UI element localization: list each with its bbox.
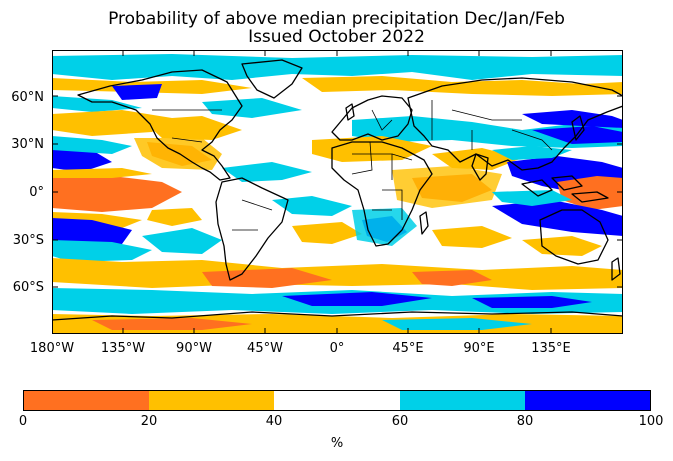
country-borders	[152, 100, 553, 231]
lat-label-60n: 60°N	[11, 90, 44, 105]
lat-label-30n: 30°N	[11, 137, 44, 152]
colorbar-segment-0-20	[23, 390, 149, 411]
colorbar-segment-80-100	[525, 390, 651, 411]
lat-label-60s: 60°S	[12, 280, 44, 295]
colorbar-tick-80: 80	[516, 414, 534, 429]
lat-label-30s: 30°S	[12, 233, 44, 248]
colorbar-unit-label: %	[330, 436, 344, 451]
colorbar-tick-20: 20	[140, 414, 158, 429]
colorbar-tick-0: 0	[18, 414, 28, 429]
lat-label-equator: 0°	[29, 185, 44, 200]
colorbar-tick-60: 60	[391, 414, 409, 429]
lon-label-90e: 90°E	[463, 341, 495, 356]
lon-label-45w: 45°W	[247, 341, 283, 356]
colorbar-tick-100: 100	[638, 414, 664, 429]
lon-label-135w: 135°W	[100, 341, 146, 356]
colorbar-segment-60-80	[400, 390, 525, 411]
colorbar-segment-20-40	[149, 390, 274, 411]
lon-label-45e: 45°E	[392, 341, 424, 356]
precipitation-map	[52, 50, 623, 334]
lon-label-135e: 135°E	[531, 341, 571, 356]
map-subtitle: Issued October 2022	[248, 27, 425, 47]
coastlines	[52, 59, 623, 321]
colorbar	[23, 390, 651, 411]
colorbar-tick-40: 40	[265, 414, 283, 429]
lon-label-90w: 90°W	[176, 341, 212, 356]
lon-label-180w: 180°W	[29, 341, 75, 356]
probability-shading	[52, 54, 623, 334]
map-title: Probability of above median precipitatio…	[108, 9, 565, 29]
lon-label-0: 0°	[329, 341, 345, 356]
colorbar-frame	[23, 390, 651, 411]
colorbar-segment-40-60	[274, 390, 400, 411]
axis-ticks	[52, 50, 623, 334]
